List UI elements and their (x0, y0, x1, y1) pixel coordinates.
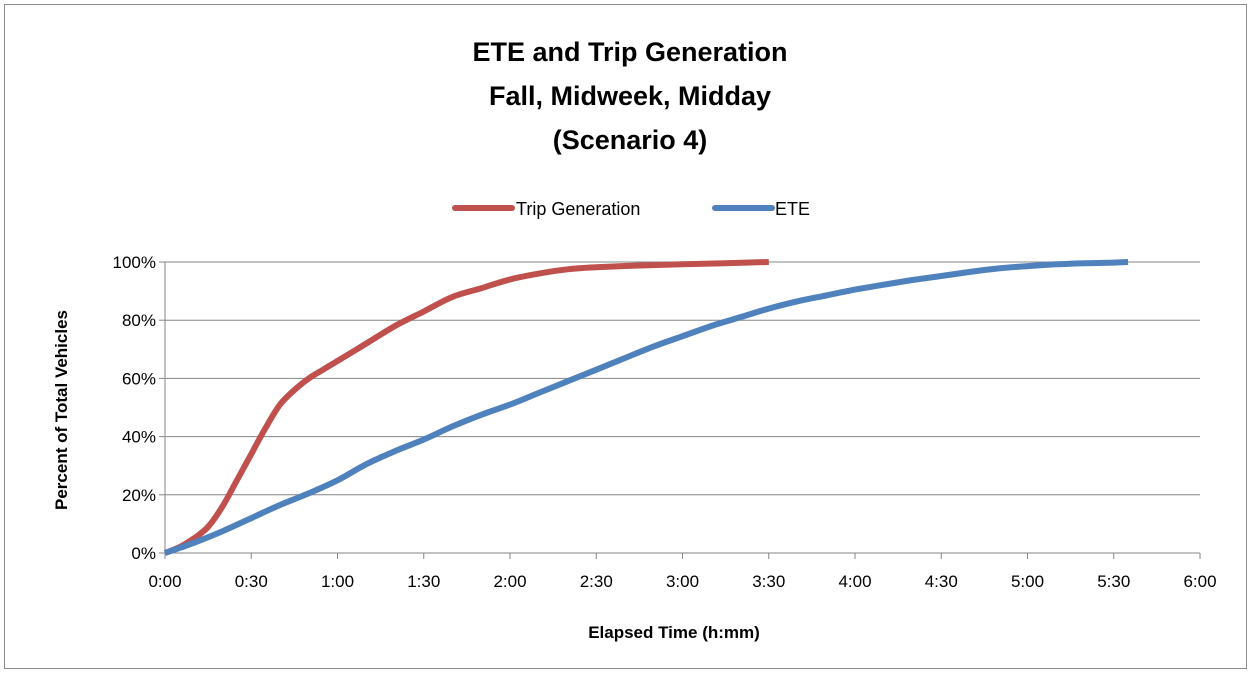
x-tick-label-2: 1:00 (321, 572, 354, 591)
x-tick-label-11: 5:30 (1097, 572, 1130, 591)
x-tick-label-4: 2:00 (493, 572, 526, 591)
x-tick-label-12: 6:00 (1183, 572, 1216, 591)
legend-label-trip-generation: Trip Generation (516, 199, 640, 219)
y-tick-label-4: 80% (122, 311, 156, 330)
y-tick-label-0: 0% (131, 544, 156, 563)
y-tick-label-2: 40% (122, 428, 156, 447)
x-tick-label-5: 2:30 (580, 572, 613, 591)
chart-title-line-3: (Scenario 4) (553, 125, 708, 155)
y-axis-ticks: 0% 20% 40% 60% 80% 100% (113, 253, 165, 563)
series-line-ete (163, 259, 1129, 556)
chart-title-line-2: Fall, Midweek, Midday (489, 81, 771, 111)
chart-title: ETE and Trip Generation Fall, Midweek, M… (472, 37, 787, 155)
x-axis-ticks: 0:00 0:30 1:00 1:30 2:00 2:30 3:00 3:30 4:00 4:30… (148, 553, 1217, 591)
y-tick-label-5: 100% (113, 253, 156, 272)
legend: Trip Generation ETE (452, 199, 810, 219)
y-axis-title: Percent of Total Vehicles (52, 310, 71, 510)
chart-title-line-1: ETE and Trip Generation (472, 37, 787, 67)
y-tick-label-3: 60% (122, 369, 156, 388)
x-tick-label-0: 0:00 (148, 572, 181, 591)
series-layer (163, 259, 1129, 556)
y-tick-label-1: 20% (122, 486, 156, 505)
x-axis-title: Elapsed Time (h:mm) (588, 623, 760, 642)
x-tick-label-7: 3:30 (752, 572, 785, 591)
x-tick-label-8: 4:00 (838, 572, 871, 591)
x-tick-label-3: 1:30 (407, 572, 440, 591)
x-tick-label-10: 5:00 (1011, 572, 1044, 591)
series-line-trip-generation (163, 259, 769, 556)
legend-label-ete: ETE (775, 199, 810, 219)
chart-frame (4, 4, 1247, 669)
axes (164, 262, 1200, 554)
x-tick-label-1: 0:30 (235, 572, 268, 591)
gridlines (165, 261, 1200, 496)
x-tick-label-6: 3:00 (666, 572, 699, 591)
x-tick-label-9: 4:30 (925, 572, 958, 591)
